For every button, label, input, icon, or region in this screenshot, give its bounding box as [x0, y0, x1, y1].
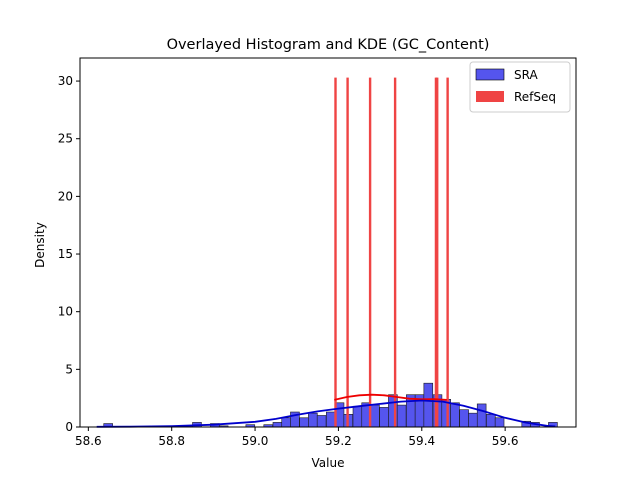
y-tick-label: 30	[58, 74, 73, 88]
legend-swatch-refseq	[476, 91, 504, 102]
sra-bar	[494, 417, 505, 428]
x-tick-label: 58.6	[75, 434, 102, 448]
x-tick-label: 58.8	[158, 434, 185, 448]
sra-bar	[308, 412, 318, 428]
sra-bar	[476, 403, 487, 428]
sra-bar	[370, 404, 380, 428]
y-axis-label: Density	[33, 222, 47, 268]
y-tick-label: 25	[58, 132, 73, 146]
y-tick-label: 0	[65, 420, 73, 434]
y-tick-label: 20	[58, 189, 73, 203]
refseq-bar	[334, 77, 337, 428]
refseq-bar	[434, 77, 438, 428]
sra-bar	[299, 417, 309, 428]
refseq-bar	[346, 77, 349, 428]
sra-bar	[326, 411, 336, 428]
refseq-bar	[446, 77, 449, 428]
refseq-bar	[393, 77, 397, 428]
sra-bar	[396, 404, 407, 428]
x-tick-label: 59.4	[408, 434, 435, 448]
chart-title: Overlayed Histogram and KDE (GC_Content)	[167, 37, 490, 53]
sra-bar	[379, 407, 389, 428]
y-tick-label: 10	[58, 305, 73, 319]
x-tick-label: 59.2	[325, 434, 352, 448]
sra-bar	[468, 412, 478, 428]
x-tick-label: 59.0	[242, 434, 269, 448]
sra-bar	[272, 422, 283, 428]
refseq-kde-line	[334, 393, 447, 401]
y-tick-label: 5	[65, 362, 73, 376]
sra-kde-line	[96, 399, 556, 428]
refseq-bar	[368, 77, 372, 428]
legend-label-sra: SRA	[514, 68, 538, 82]
refseq-bar	[436, 77, 439, 428]
legend-swatch-sra	[475, 68, 505, 81]
axes-frame	[79, 57, 577, 428]
sra-bar	[316, 415, 327, 428]
y-tick-label: 15	[58, 247, 73, 261]
sra-bar	[450, 402, 460, 428]
x-axis: 58.6 58.8 59.0 59.2 59.4 59.6	[75, 427, 519, 448]
sra-bar	[459, 409, 469, 428]
legend: SRA RefSeq	[469, 61, 571, 113]
x-axis-label: Value	[312, 456, 345, 470]
sra-bar	[352, 405, 363, 428]
y-axis: 0 5 10 15 20 25 30	[58, 74, 80, 434]
sra-bar	[423, 382, 434, 428]
sra-bar	[281, 417, 291, 428]
sra-bar	[486, 414, 496, 428]
legend-label-refseq: RefSeq	[514, 90, 556, 104]
x-tick-label: 59.6	[492, 434, 519, 448]
